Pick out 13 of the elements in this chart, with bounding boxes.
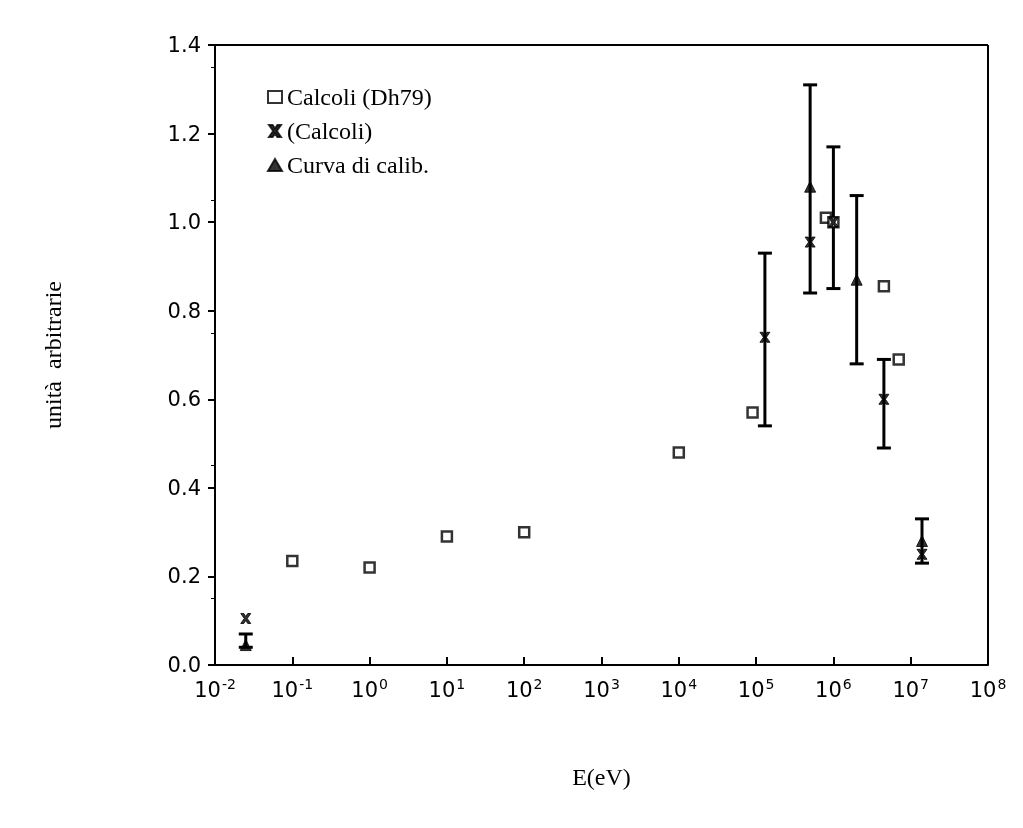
legend-label: Curva di calib.	[287, 152, 429, 178]
y-tick-label: 1.4	[167, 33, 201, 57]
legend-label: (Calcoli)	[287, 118, 373, 144]
y-tick-label: 0.2	[167, 564, 201, 589]
y-tick-label: 0.0	[167, 653, 201, 677]
x-axis-title: E(eV)	[572, 764, 631, 790]
y-tick-label: 0.4	[167, 475, 201, 500]
y-axis-title: unità arbitrarie	[40, 281, 66, 429]
y-tick-label: 0.6	[167, 387, 201, 412]
y-tick-label: 1.2	[167, 121, 201, 146]
y-tick-label: 0.8	[167, 298, 201, 323]
legend-label: Calcoli (Dh79)	[287, 84, 432, 110]
y-tick-label: 1.0	[167, 210, 201, 235]
